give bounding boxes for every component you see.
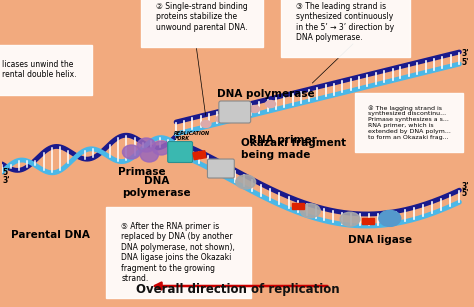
Text: 3': 3' <box>461 182 469 191</box>
Ellipse shape <box>250 106 260 112</box>
Text: RNA primer: RNA primer <box>249 135 317 145</box>
Ellipse shape <box>152 141 170 155</box>
Text: ⑤ After the RNA primer is
replaced by DNA (by another
DNA polymerase, not shown): ⑤ After the RNA primer is replaced by DN… <box>121 222 236 283</box>
Text: Parental DNA: Parental DNA <box>10 230 90 240</box>
Text: Primase: Primase <box>118 167 165 177</box>
Text: DNA polymerase: DNA polymerase <box>217 89 314 99</box>
Text: DNA ligase: DNA ligase <box>348 235 412 245</box>
Text: 3': 3' <box>461 49 469 58</box>
Text: DNA
polymerase: DNA polymerase <box>122 177 191 198</box>
Text: ③ The leading strand is
synthesized continuously
in the 5’ → 3’ direction by
DNA: ③ The leading strand is synthesized cont… <box>296 2 394 42</box>
Ellipse shape <box>137 138 155 152</box>
FancyBboxPatch shape <box>208 159 234 178</box>
FancyBboxPatch shape <box>219 101 251 123</box>
Text: Okazaki fragment
being made: Okazaki fragment being made <box>241 138 346 160</box>
Text: ② Single-strand binding
proteins stabilize the
unwound parental DNA.: ② Single-strand binding proteins stabili… <box>156 2 248 32</box>
Text: licases unwind the
rental double helix.: licases unwind the rental double helix. <box>2 60 77 80</box>
Text: ④ The lagging strand is
synthesized discontinu...
Primase synthesizes a s...
RNA: ④ The lagging strand is synthesized disc… <box>368 105 451 140</box>
Bar <box>193 151 206 160</box>
Bar <box>292 204 304 209</box>
Text: 5': 5' <box>461 58 469 67</box>
Ellipse shape <box>216 115 226 122</box>
Text: FORK: FORK <box>174 136 190 141</box>
Bar <box>362 218 374 224</box>
Ellipse shape <box>140 148 158 162</box>
Ellipse shape <box>340 212 360 226</box>
Text: REPLICATION: REPLICATION <box>174 131 210 136</box>
Ellipse shape <box>233 111 243 118</box>
Ellipse shape <box>236 175 255 189</box>
Text: 5': 5' <box>461 189 469 198</box>
Text: 5': 5' <box>2 168 10 177</box>
Ellipse shape <box>379 210 401 226</box>
Text: 3': 3' <box>2 176 10 185</box>
Ellipse shape <box>201 121 211 127</box>
Text: Overall direction of replication: Overall direction of replication <box>136 283 339 296</box>
Ellipse shape <box>122 145 140 159</box>
Ellipse shape <box>265 100 275 107</box>
Ellipse shape <box>301 204 320 218</box>
FancyBboxPatch shape <box>168 142 192 162</box>
